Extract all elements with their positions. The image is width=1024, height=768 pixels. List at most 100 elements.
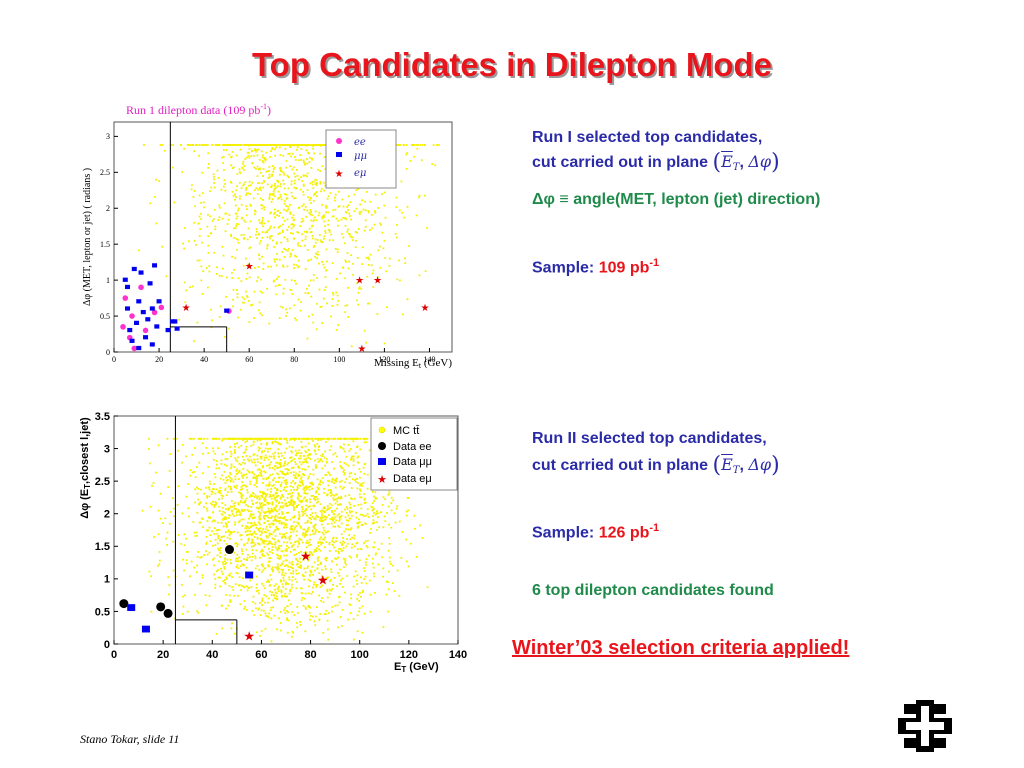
- run2-y-axis-label: Δφ (ET,closest l,jet): [79, 417, 92, 519]
- mc-point: [416, 147, 419, 150]
- mc-point: [277, 452, 280, 455]
- mc-point: [312, 526, 315, 529]
- mc-point: [277, 539, 280, 542]
- mc-point: [316, 457, 319, 460]
- mc-point: [261, 599, 264, 602]
- mc-point: [242, 558, 245, 561]
- mc-point: [316, 195, 318, 198]
- data-point-star: ★: [243, 629, 255, 644]
- mc-point: [282, 521, 285, 524]
- mc-point: [228, 327, 231, 330]
- mc-point: [344, 481, 347, 484]
- mc-point: [289, 588, 292, 591]
- mc-point: [305, 507, 307, 510]
- mc-point: [208, 551, 211, 554]
- mc-point: [323, 437, 326, 440]
- mc-point: [143, 144, 145, 146]
- mc-point: [248, 527, 251, 530]
- mc-point: [293, 144, 296, 146]
- mc-point: [284, 460, 287, 463]
- mc-point: [309, 209, 312, 211]
- mc-point: [300, 446, 303, 448]
- mc-point: [356, 456, 359, 459]
- mc-point: [322, 481, 324, 484]
- mc-point: [325, 211, 328, 214]
- mc-point: [313, 561, 316, 564]
- mc-point: [238, 171, 241, 173]
- mc-point: [326, 509, 329, 511]
- mc-point: [276, 461, 279, 464]
- mc-point: [331, 461, 333, 463]
- mc-point: [261, 314, 263, 317]
- mc-point: [225, 593, 228, 596]
- mc-point: [275, 264, 278, 267]
- mc-point: [220, 604, 223, 607]
- mc-point: [229, 473, 232, 476]
- mc-point: [264, 627, 267, 630]
- mc-point: [246, 272, 249, 275]
- mc-point: [335, 217, 338, 220]
- mc-point: [254, 477, 257, 479]
- mc-point: [301, 541, 304, 544]
- mc-point: [406, 496, 409, 499]
- data-point-circle: [131, 345, 138, 352]
- mc-point: [237, 209, 239, 212]
- mc-point: [224, 144, 227, 146]
- mc-point: [302, 473, 304, 475]
- mc-point: [330, 522, 333, 525]
- mc-point: [348, 494, 351, 496]
- mc-point: [339, 582, 341, 585]
- mc-point: [308, 284, 310, 287]
- mc-point: [310, 231, 313, 233]
- run1-plane: (ET, Δφ): [712, 150, 780, 175]
- mc-point: [346, 437, 349, 440]
- mc-point: [260, 630, 263, 632]
- mc-point: [392, 499, 395, 502]
- mc-point: [233, 144, 236, 146]
- mc-point: [240, 548, 243, 551]
- mc-point: [234, 450, 236, 453]
- mc-point: [374, 591, 376, 594]
- mc-point: [189, 286, 191, 289]
- mc-point: [276, 628, 279, 631]
- mc-point: [312, 615, 314, 618]
- mc-point: [312, 533, 315, 536]
- mc-point: [258, 543, 261, 546]
- mc-point: [244, 499, 247, 502]
- mc-point: [207, 529, 209, 532]
- mc-point: [315, 550, 318, 553]
- mc-point: [181, 512, 184, 515]
- mc-point: [254, 464, 257, 467]
- mc-point: [226, 558, 229, 561]
- mc-point: [266, 488, 269, 491]
- mc-point: [351, 536, 354, 539]
- mc-point: [261, 496, 264, 499]
- mc-point: [242, 452, 245, 454]
- mc-point: [303, 437, 306, 440]
- mc-point: [286, 174, 289, 177]
- mc-point: [255, 501, 257, 504]
- mc-point: [292, 166, 295, 169]
- mc-point: [337, 190, 340, 193]
- mc-point: [205, 447, 208, 449]
- mc-point: [180, 542, 183, 545]
- mc-point: [241, 488, 243, 490]
- mc-point: [296, 146, 299, 149]
- mc-point: [327, 195, 330, 198]
- run1-legend-mumu: μμ: [354, 151, 367, 162]
- mc-point: [289, 146, 292, 149]
- mc-point: [300, 452, 303, 454]
- mc-point: [387, 493, 390, 496]
- mc-point: [268, 502, 271, 505]
- data-point-square: [134, 320, 140, 325]
- mc-point: [318, 572, 321, 574]
- mc-point: [235, 289, 238, 291]
- mc-point: [236, 531, 239, 534]
- mc-point: [270, 594, 273, 597]
- mc-point: [337, 324, 340, 327]
- mc-point: [251, 491, 254, 494]
- mc-point: [259, 197, 262, 200]
- mc-point: [306, 209, 309, 212]
- mc-point: [333, 521, 336, 524]
- mc-point: [259, 462, 262, 465]
